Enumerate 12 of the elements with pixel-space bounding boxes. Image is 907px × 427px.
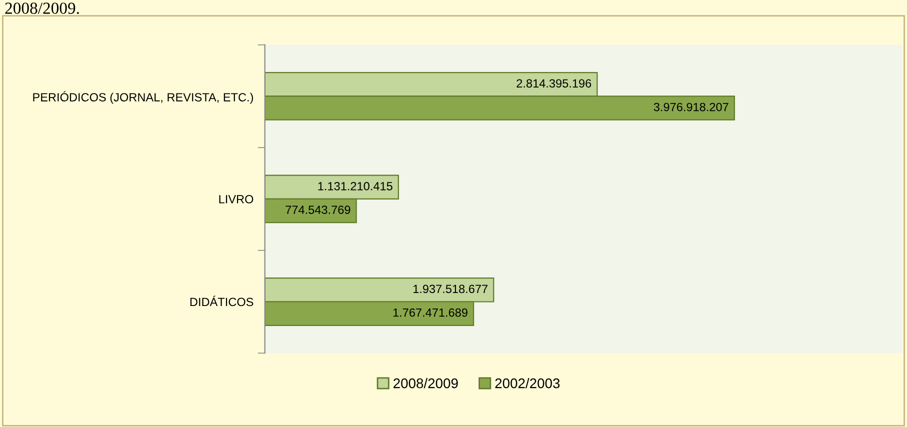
data-label: 1.767.471.689 xyxy=(393,308,468,317)
y-tick-label: DIDÁTICOS xyxy=(190,296,254,306)
data-label: 1.131.210.415 xyxy=(318,182,392,190)
data-label: 2.814.395.196 xyxy=(516,79,592,88)
y-tick-label: PERIÓDICOS (JORNAL, REVISTA, ETC.) xyxy=(33,91,253,104)
legend-label: 2002/2003 xyxy=(495,378,560,388)
y-tick-label: LIVRO xyxy=(219,195,254,204)
text: 2008/2009. xyxy=(5,2,79,14)
legend-label: 2008/2009 xyxy=(394,378,458,388)
data-label: 1.937.518.677 xyxy=(413,284,488,294)
data-label: 774.543.769 xyxy=(286,206,350,214)
data-label: 3.976.918.207 xyxy=(654,102,728,112)
